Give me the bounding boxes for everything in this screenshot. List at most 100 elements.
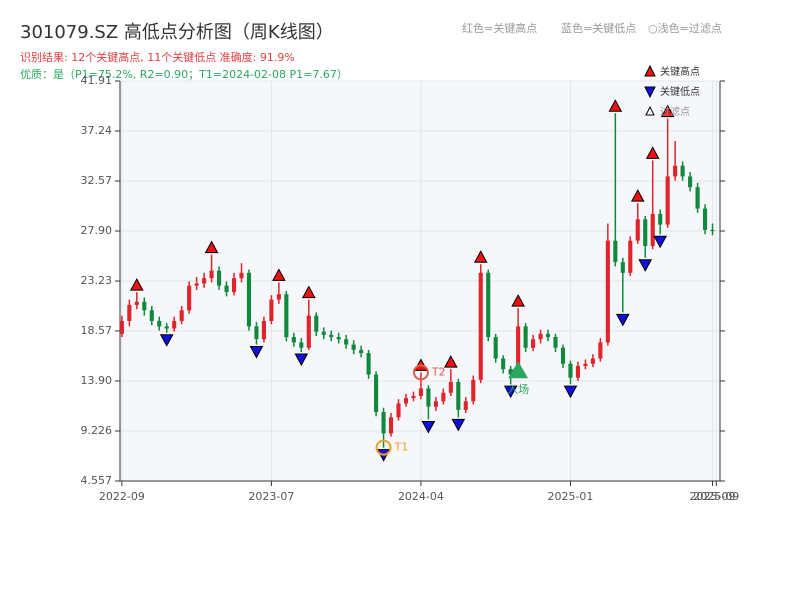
candle-body — [194, 283, 199, 286]
key-high-marker — [645, 146, 660, 159]
candle-body — [179, 310, 184, 321]
candle-body — [650, 213, 655, 247]
candle-body — [695, 187, 700, 209]
candle-body — [523, 326, 528, 348]
key-high-marker — [660, 104, 675, 118]
candle-body — [299, 342, 304, 348]
candle-body — [560, 347, 566, 364]
t1-marker — [375, 439, 392, 456]
key-low-marker — [503, 385, 518, 399]
candle-body — [545, 333, 551, 338]
candle-body — [217, 270, 222, 286]
candle-body — [359, 349, 364, 354]
legend-label: 过滤点 — [660, 105, 690, 118]
x-tick-label: 2025-09 — [693, 490, 739, 503]
candle-body — [448, 382, 453, 393]
candle-body — [134, 301, 139, 305]
candle-body — [261, 320, 266, 340]
legend-label: 关键低点 — [660, 85, 700, 98]
candle-body — [710, 229, 715, 232]
key-high-marker — [272, 268, 286, 281]
candle-body — [433, 401, 438, 407]
y-tick-label: 13.90 — [81, 374, 113, 387]
candle-body — [254, 326, 259, 340]
key-high-marker — [443, 355, 458, 368]
candle-body — [486, 272, 491, 338]
candle-body — [314, 315, 319, 332]
candle-body — [127, 304, 132, 321]
key-low-marker — [563, 385, 578, 399]
candle-body — [508, 369, 513, 375]
candle-body — [329, 334, 334, 338]
candle-body — [418, 388, 423, 396]
candle-body — [531, 339, 536, 348]
candle-body — [411, 395, 416, 399]
x-tick-label: 2025-01 — [547, 490, 593, 503]
candle-body — [284, 294, 289, 338]
t1-label: T1 — [394, 441, 409, 454]
x-tick-label: 2025-09 — [690, 490, 736, 503]
candle-body — [291, 337, 296, 343]
candle-body — [553, 337, 558, 348]
candle-body — [381, 412, 386, 434]
candle-body — [463, 401, 468, 410]
candle-body — [568, 363, 573, 378]
candle-body — [149, 310, 154, 321]
t2-label: T2 — [431, 365, 446, 378]
candle-body — [142, 301, 147, 311]
candle-body — [628, 240, 633, 273]
candle-body — [388, 417, 394, 434]
x-tick-label: 2022-09 — [99, 490, 145, 503]
candle-body — [590, 358, 595, 364]
y-tick-label: 23.23 — [81, 274, 113, 287]
x-tick-label: 2024-04 — [398, 490, 444, 503]
y-tick-label: 27.90 — [81, 224, 113, 237]
key-low-marker — [615, 313, 630, 327]
candle-body — [493, 337, 498, 359]
candle-body — [583, 363, 588, 366]
key-low-marker — [249, 346, 264, 359]
candle-body — [119, 320, 124, 334]
candle-body — [456, 382, 461, 410]
candle-body — [157, 320, 162, 327]
candle-body — [575, 365, 580, 378]
candle-body — [396, 403, 401, 418]
key-low-marker — [638, 259, 653, 272]
chart-title: 301079.SZ 高低点分析图（周K线图） — [20, 22, 334, 43]
y-tick-label: 4.557 — [81, 474, 113, 487]
candle-body — [172, 320, 177, 329]
key-low-marker — [294, 353, 309, 367]
candle-body — [426, 388, 431, 407]
key-high-marker — [473, 250, 488, 263]
candle-body — [187, 285, 192, 311]
candle-body — [276, 294, 281, 300]
candle-body — [680, 165, 685, 177]
candle-body — [605, 240, 610, 343]
candle-body — [336, 337, 341, 340]
candle-body — [620, 262, 625, 273]
candle-body — [224, 285, 229, 293]
legend-swatch — [644, 64, 656, 77]
candle-body — [231, 278, 237, 293]
candle-body — [673, 165, 678, 177]
candle-body — [269, 299, 274, 321]
candle-body — [344, 339, 349, 345]
key-high-marker — [204, 240, 219, 254]
key-high-marker — [301, 285, 316, 299]
candle-body — [164, 326, 169, 329]
chart-subtitle-2: 优质：是（P1=75.2%, R2=0.90；T1=2024-02-08 P1=… — [20, 68, 348, 81]
candle-body — [202, 278, 207, 284]
candle-body — [643, 219, 648, 247]
candle-body — [441, 392, 446, 402]
candle-body — [478, 272, 483, 380]
candle-body — [688, 176, 693, 188]
key-low-marker — [451, 418, 466, 432]
legend-label: 关键高点 — [660, 65, 700, 78]
legend-swatch — [645, 105, 655, 116]
key-high-marker — [630, 189, 645, 202]
key-low-marker — [159, 334, 174, 347]
candle-body — [239, 272, 244, 279]
candle-body — [658, 213, 663, 225]
candle-body — [321, 331, 326, 335]
